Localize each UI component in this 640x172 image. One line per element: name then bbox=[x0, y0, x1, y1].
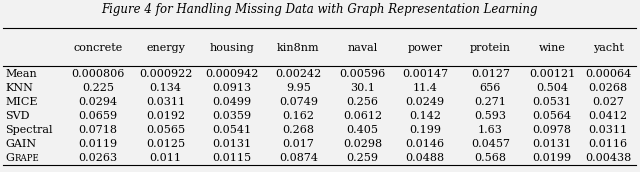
Text: 0.0119: 0.0119 bbox=[79, 139, 118, 149]
Text: 0.0311: 0.0311 bbox=[146, 97, 185, 107]
Text: protein: protein bbox=[470, 42, 511, 52]
Text: 0.259: 0.259 bbox=[346, 153, 378, 163]
Text: 0.0749: 0.0749 bbox=[279, 97, 318, 107]
Text: 0.0359: 0.0359 bbox=[212, 111, 252, 121]
Text: 0.225: 0.225 bbox=[82, 83, 114, 93]
Text: 0.271: 0.271 bbox=[474, 97, 506, 107]
Text: 0.0457: 0.0457 bbox=[471, 139, 510, 149]
Text: 0.199: 0.199 bbox=[409, 125, 441, 135]
Text: 0.017: 0.017 bbox=[282, 139, 314, 149]
Text: 0.00121: 0.00121 bbox=[529, 69, 575, 79]
Text: KNN: KNN bbox=[5, 83, 33, 93]
Text: 0.0612: 0.0612 bbox=[343, 111, 382, 121]
Text: energy: energy bbox=[146, 42, 185, 52]
Text: 0.0565: 0.0565 bbox=[146, 125, 185, 135]
Text: 0.0311: 0.0311 bbox=[588, 125, 628, 135]
Text: 0.134: 0.134 bbox=[150, 83, 182, 93]
Text: 0.142: 0.142 bbox=[409, 111, 441, 121]
Text: 0.0263: 0.0263 bbox=[79, 153, 118, 163]
Text: 30.1: 30.1 bbox=[350, 83, 375, 93]
Text: 0.0978: 0.0978 bbox=[532, 125, 572, 135]
Text: GAIN: GAIN bbox=[5, 139, 36, 149]
Text: 0.00064: 0.00064 bbox=[585, 69, 631, 79]
Text: 0.000806: 0.000806 bbox=[72, 69, 125, 79]
Text: Spectral: Spectral bbox=[5, 125, 53, 135]
Text: 0.00438: 0.00438 bbox=[585, 153, 631, 163]
Text: 0.0488: 0.0488 bbox=[406, 153, 445, 163]
Text: 0.0192: 0.0192 bbox=[146, 111, 185, 121]
Text: 0.256: 0.256 bbox=[346, 97, 378, 107]
Text: 0.0294: 0.0294 bbox=[79, 97, 118, 107]
Text: 0.00147: 0.00147 bbox=[402, 69, 449, 79]
Text: 0.0131: 0.0131 bbox=[212, 139, 252, 149]
Text: SVD: SVD bbox=[5, 111, 30, 121]
Text: 11.4: 11.4 bbox=[413, 83, 438, 93]
Text: concrete: concrete bbox=[74, 42, 123, 52]
Text: 0.0131: 0.0131 bbox=[532, 139, 572, 149]
Text: 0.0115: 0.0115 bbox=[212, 153, 252, 163]
Text: 0.0531: 0.0531 bbox=[532, 97, 572, 107]
Text: 0.0718: 0.0718 bbox=[79, 125, 118, 135]
Text: 0.0564: 0.0564 bbox=[532, 111, 572, 121]
Text: 0.0659: 0.0659 bbox=[79, 111, 118, 121]
Text: 0.0125: 0.0125 bbox=[146, 139, 185, 149]
Text: power: power bbox=[408, 42, 443, 52]
Text: G: G bbox=[5, 153, 14, 163]
Text: 0.0298: 0.0298 bbox=[343, 139, 382, 149]
Text: 0.268: 0.268 bbox=[282, 125, 314, 135]
Text: wine: wine bbox=[539, 42, 566, 52]
Text: 0.504: 0.504 bbox=[536, 83, 568, 93]
Text: 1.63: 1.63 bbox=[478, 125, 503, 135]
Text: 0.027: 0.027 bbox=[592, 97, 624, 107]
Text: 0.0249: 0.0249 bbox=[406, 97, 445, 107]
Text: 0.0146: 0.0146 bbox=[406, 139, 445, 149]
Text: housing: housing bbox=[210, 42, 255, 52]
Text: 0.0199: 0.0199 bbox=[532, 153, 572, 163]
Text: 0.00596: 0.00596 bbox=[339, 69, 386, 79]
Text: 0.011: 0.011 bbox=[150, 153, 182, 163]
Text: 0.00242: 0.00242 bbox=[275, 69, 322, 79]
Text: 0.568: 0.568 bbox=[474, 153, 506, 163]
Text: kin8nm: kin8nm bbox=[277, 42, 320, 52]
Text: 656: 656 bbox=[479, 83, 501, 93]
Text: 0.0268: 0.0268 bbox=[588, 83, 628, 93]
Text: 0.405: 0.405 bbox=[346, 125, 378, 135]
Text: 0.0499: 0.0499 bbox=[212, 97, 252, 107]
Text: 9.95: 9.95 bbox=[286, 83, 311, 93]
Text: 0.0116: 0.0116 bbox=[588, 139, 628, 149]
Text: 0.000922: 0.000922 bbox=[139, 69, 193, 79]
Text: 0.0913: 0.0913 bbox=[212, 83, 252, 93]
Text: yacht: yacht bbox=[593, 42, 623, 52]
Text: 0.593: 0.593 bbox=[474, 111, 506, 121]
Text: 0.000942: 0.000942 bbox=[205, 69, 259, 79]
Text: 0.0127: 0.0127 bbox=[471, 69, 510, 79]
Text: 0.162: 0.162 bbox=[282, 111, 314, 121]
Text: MICE: MICE bbox=[5, 97, 38, 107]
Text: naval: naval bbox=[348, 42, 378, 52]
Text: 0.0874: 0.0874 bbox=[279, 153, 318, 163]
Text: Figure 4 for Handling Missing Data with Graph Representation Learning: Figure 4 for Handling Missing Data with … bbox=[101, 3, 538, 16]
Text: RAPE: RAPE bbox=[14, 154, 39, 163]
Text: Mean: Mean bbox=[5, 69, 37, 79]
Text: 0.0541: 0.0541 bbox=[212, 125, 252, 135]
Text: 0.0412: 0.0412 bbox=[588, 111, 628, 121]
